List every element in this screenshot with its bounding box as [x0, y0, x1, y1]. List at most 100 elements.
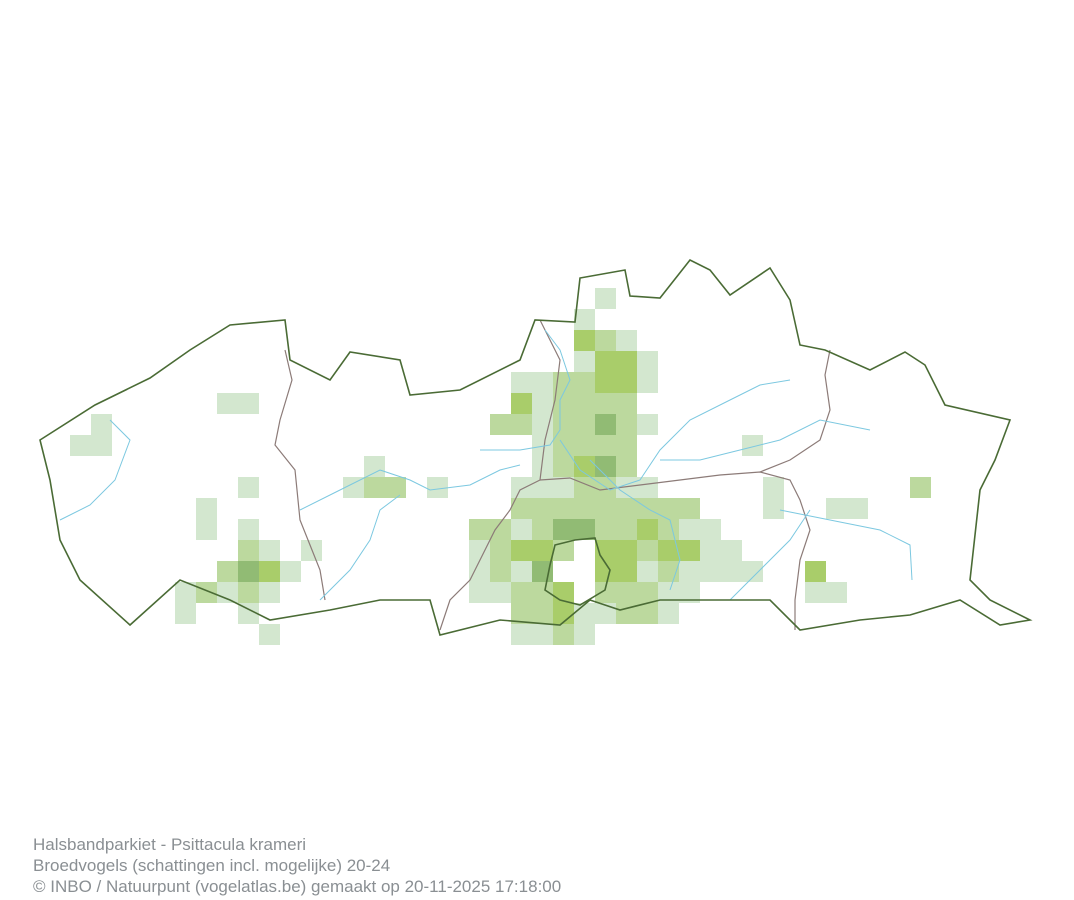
province-border — [274, 349, 326, 601]
grid-cell — [532, 519, 553, 540]
grid-cell — [595, 288, 616, 309]
grid-cell — [490, 519, 511, 540]
grid-cell — [196, 582, 217, 603]
grid-cell — [553, 477, 574, 498]
grid-cell — [574, 435, 595, 456]
grid-cell — [469, 582, 490, 603]
grid-cell — [595, 393, 616, 414]
grid-cell — [637, 561, 658, 582]
caption-species: Halsbandparkiet - Psittacula krameri — [33, 835, 307, 854]
grid-cell — [553, 540, 574, 561]
grid-cell — [490, 582, 511, 603]
flanders-outline — [39, 258, 1033, 636]
grid-cell — [511, 603, 532, 624]
grid-cell — [238, 477, 259, 498]
grid-cell — [280, 561, 301, 582]
grid-cell — [469, 540, 490, 561]
grid-cells — [70, 288, 931, 645]
grid-cell — [574, 519, 595, 540]
grid-cell — [532, 456, 553, 477]
map-caption: Halsbandparkiet - Psittacula krameri Bro… — [33, 834, 561, 897]
grid-cell — [175, 603, 196, 624]
grid-cell — [532, 414, 553, 435]
grid-cell — [742, 435, 763, 456]
grid-cell — [616, 435, 637, 456]
grid-cell — [658, 561, 679, 582]
grid-cell — [616, 498, 637, 519]
grid-cell — [532, 540, 553, 561]
grid-cell — [511, 477, 532, 498]
grid-cell — [721, 540, 742, 561]
grid-cell — [91, 414, 112, 435]
grid-cell — [469, 561, 490, 582]
grid-cell — [637, 372, 658, 393]
grid-cell — [490, 540, 511, 561]
grid-cell — [532, 372, 553, 393]
grid-cell — [616, 393, 637, 414]
grid-cell — [679, 498, 700, 519]
grid-cell — [364, 477, 385, 498]
grid-cell — [679, 582, 700, 603]
grid-cell — [595, 330, 616, 351]
river — [779, 509, 913, 581]
grid-cell — [910, 477, 931, 498]
grid-cell — [259, 582, 280, 603]
grid-cell — [553, 414, 574, 435]
grid-cell — [259, 624, 280, 645]
grid-cell — [364, 456, 385, 477]
grid-cell — [637, 351, 658, 372]
grid-cell — [595, 414, 616, 435]
grid-cell — [616, 603, 637, 624]
grid-cell — [574, 456, 595, 477]
grid-cell — [616, 351, 637, 372]
grid-cell — [574, 414, 595, 435]
grid-cell — [616, 414, 637, 435]
grid-cell — [511, 624, 532, 645]
grid-cell — [658, 498, 679, 519]
river — [319, 494, 401, 601]
grid-cell — [700, 540, 721, 561]
grid-cell — [238, 582, 259, 603]
grid-cell — [511, 561, 532, 582]
grid-cell — [574, 498, 595, 519]
grid-cell — [574, 372, 595, 393]
grid-cell — [595, 603, 616, 624]
grid-cell — [511, 519, 532, 540]
grid-cell — [490, 561, 511, 582]
grid-cell — [721, 561, 742, 582]
grid-cell — [637, 519, 658, 540]
grid-cell — [511, 582, 532, 603]
grid-cell — [532, 603, 553, 624]
grid-cell — [574, 477, 595, 498]
grid-cell — [532, 498, 553, 519]
grid-cell — [637, 540, 658, 561]
grid-cell — [574, 393, 595, 414]
river — [559, 379, 791, 491]
grid-cell — [532, 624, 553, 645]
grid-cell — [301, 540, 322, 561]
grid-cell — [427, 477, 448, 498]
grid-cell — [700, 519, 721, 540]
grid-cell — [511, 498, 532, 519]
grid-cell — [847, 498, 868, 519]
river — [660, 419, 871, 461]
grid-cell — [532, 477, 553, 498]
grid-cell — [385, 477, 406, 498]
grid-cell — [196, 519, 217, 540]
grid-cell — [553, 582, 574, 603]
grid-cell — [763, 477, 784, 498]
grid-cell — [91, 435, 112, 456]
grid-cell — [616, 372, 637, 393]
grid-cell — [574, 309, 595, 330]
grid-cell — [532, 582, 553, 603]
river — [299, 464, 521, 511]
caption-credits: © INBO / Natuurpunt (vogelatlas.be) gema… — [33, 877, 562, 896]
grid-cell — [175, 582, 196, 603]
province-border — [439, 319, 561, 631]
grid-cell — [574, 330, 595, 351]
grid-cell — [238, 519, 259, 540]
grid-cell — [679, 540, 700, 561]
grid-cell — [553, 393, 574, 414]
grid-cell — [238, 393, 259, 414]
province-border — [759, 349, 831, 473]
